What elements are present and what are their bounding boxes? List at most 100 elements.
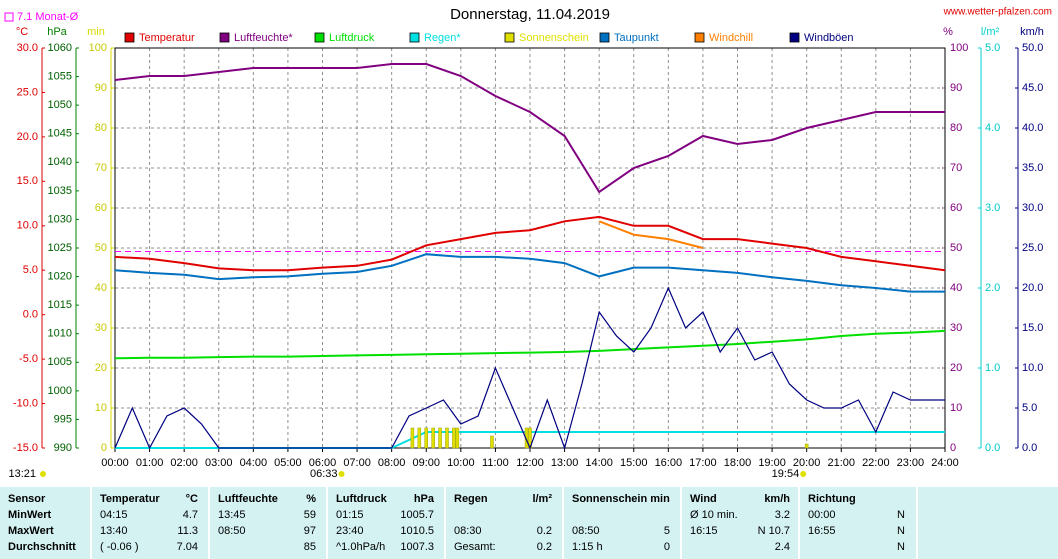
- chart: Donnerstag, 11.04.2019 www.wetter-pfalze…: [4, 6, 1052, 480]
- column-separator: [208, 487, 210, 559]
- axis-unit: hPa: [47, 26, 67, 38]
- legend-label: Windböen: [804, 32, 854, 44]
- tick-label: 1010: [48, 328, 72, 340]
- legend-label: Sonnenschein: [519, 32, 589, 44]
- x-tick-label: 07:00: [343, 457, 371, 469]
- table-cell: l/m²: [532, 493, 552, 505]
- tick-label: 60: [95, 202, 107, 214]
- monthly-avg-icon: [4, 12, 14, 22]
- table-cell: km/h: [764, 493, 790, 505]
- table-cell: 0.2: [536, 525, 552, 537]
- tick-label: 1035: [48, 185, 72, 197]
- x-tick-label: 22:00: [862, 457, 890, 469]
- tick-label: 80: [950, 122, 962, 134]
- x-tick-label: 23:00: [897, 457, 925, 469]
- table-cell: Regen: [454, 493, 488, 505]
- table-cell: 08:50: [572, 525, 600, 537]
- tick-label: 995: [54, 413, 72, 425]
- table-cell: MinWert: [8, 509, 52, 521]
- column-separator: [90, 487, 92, 559]
- tick-label: 15.0: [1022, 322, 1043, 334]
- series-line: [114, 215, 946, 272]
- legend-swatch: [504, 32, 515, 43]
- tick-label: 100: [950, 42, 968, 54]
- series-line: [114, 253, 945, 293]
- x-tick-label: 11:00: [482, 457, 509, 469]
- table-cell: 59: [303, 509, 316, 521]
- sunshine-bar: [431, 427, 435, 449]
- tick-label: 70: [950, 162, 962, 174]
- stats-table: Sensor Temperatur °C Luftfeuchte% Luftdruck h…: [0, 487, 1058, 559]
- x-tick-label: 12:00: [516, 457, 544, 469]
- tick-label: 25.0: [1022, 242, 1043, 254]
- table-cell: 1005.7: [400, 509, 434, 521]
- sunshine-bar: [452, 427, 456, 449]
- table-cell: 16:15: [690, 525, 718, 537]
- table-cell: 4.7: [182, 509, 198, 521]
- table-cell: 08:50: [218, 525, 246, 537]
- table-cell: 01:15: [336, 509, 364, 521]
- tick-label: 15.0: [17, 175, 38, 187]
- table-cell: 13:45: [218, 509, 246, 521]
- x-tick-label: 06:00: [309, 457, 337, 469]
- sunshine-bar: [424, 427, 428, 449]
- tick-label: 30.0: [1022, 202, 1043, 214]
- tick-label: 1040: [48, 156, 72, 168]
- tick-label: 40: [95, 282, 107, 294]
- series-line: [114, 286, 945, 450]
- tick-label: 1.0: [985, 362, 1000, 374]
- tick-label: 10.0: [1022, 362, 1043, 374]
- legend-swatch: [789, 32, 800, 43]
- x-tick-label: 18:00: [724, 457, 752, 469]
- sunrise: 06:33: [310, 468, 338, 480]
- table-cell: 1:15 h: [572, 541, 603, 553]
- legend-swatch: [694, 32, 705, 43]
- x-tick-label: 01:00: [136, 457, 164, 469]
- legend-label: Luftfeuchte*: [234, 32, 293, 44]
- tick-label: -5.0: [19, 353, 38, 365]
- table-cell: 0.2: [536, 541, 552, 553]
- table-cell: 1007.3: [400, 541, 434, 553]
- series-line: [114, 63, 945, 194]
- x-tick-label: 16:00: [655, 457, 683, 469]
- table-cell: 3.2: [774, 509, 790, 521]
- tick-label: 40: [950, 282, 962, 294]
- table-cell: 97: [303, 525, 316, 537]
- table-cell: 2.4: [774, 541, 790, 553]
- source: www.wetter-pfalzen.com: [943, 7, 1052, 18]
- x-tick-label: 10:00: [447, 457, 475, 469]
- daylength: 13:21: [8, 468, 36, 480]
- tick-label: 4.0: [985, 122, 1000, 134]
- table-cell: Temperatur: [100, 493, 160, 505]
- sun-icon: [40, 471, 46, 477]
- x-tick-label: 24:00: [931, 457, 959, 469]
- x-tick-label: 00:00: [101, 457, 129, 469]
- table-cell: 00:00: [808, 509, 836, 521]
- table-cell: 04:15: [100, 509, 128, 521]
- table-cell: Sonnenschein min: [572, 493, 670, 505]
- tick-label: 30.0: [17, 42, 38, 54]
- x-tick-label: 09:00: [412, 457, 440, 469]
- x-tick-label: 17:00: [689, 457, 717, 469]
- monthly-avg-label: 7.1 Monat-Ø: [17, 11, 79, 23]
- table-cell: 11.3: [177, 525, 198, 537]
- tick-label: 35.0: [1022, 162, 1043, 174]
- sunshine-bar: [417, 427, 422, 449]
- legend-swatch: [219, 32, 230, 43]
- table-cell: Durchschnitt: [8, 541, 76, 553]
- column-separator: [916, 487, 918, 559]
- x-tick-label: 05:00: [274, 457, 302, 469]
- x-tick-label: 13:00: [551, 457, 579, 469]
- tick-label: 0.0: [1022, 442, 1037, 454]
- legend-swatch: [124, 32, 135, 43]
- tick-label: 30: [95, 322, 107, 334]
- tick-label: 100: [89, 42, 107, 54]
- axis-unit: °C: [16, 26, 28, 38]
- tick-label: 90: [950, 82, 962, 94]
- tick-label: 10: [950, 402, 962, 414]
- tick-label: 80: [95, 122, 107, 134]
- axis-unit: l/m²: [981, 26, 1000, 38]
- tick-label: 3.0: [985, 202, 1000, 214]
- table-cell: N: [897, 525, 905, 537]
- column-separator: [798, 487, 800, 559]
